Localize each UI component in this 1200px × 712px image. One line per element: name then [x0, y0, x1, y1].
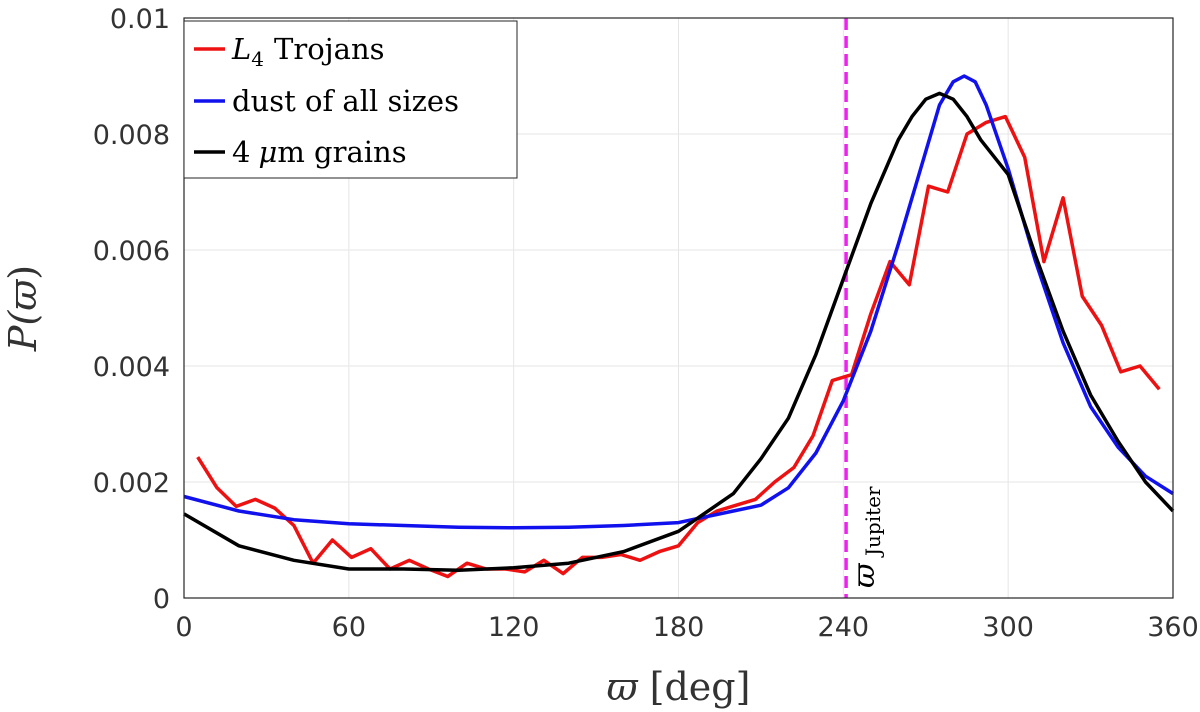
- x-tick-label: 0: [175, 612, 192, 643]
- legend: L4 Trojans dust of all sizes 4 μm grains: [183, 20, 518, 179]
- y-tick-label: 0.004: [93, 352, 170, 383]
- x-tick-label: 60: [332, 612, 366, 643]
- x-axis-label: ϖ [deg]: [607, 665, 751, 709]
- y-tick-label: 0: [153, 584, 170, 615]
- reference-line-label: ϖ Jupiter: [847, 486, 885, 588]
- x-tick-label: 360: [1147, 612, 1199, 643]
- legend-label-grains: 4 μm grains: [232, 135, 407, 169]
- series-line-0: [196, 114, 1161, 579]
- legend-label-dust: dust of all sizes: [232, 84, 459, 118]
- series-line-2: [183, 91, 1175, 572]
- reference-line-subscript: Jupiter: [861, 486, 885, 558]
- reference-line-symbol: ϖ: [847, 562, 882, 588]
- y-tick-label: 0.01: [110, 4, 170, 35]
- y-axis-label: P(ϖ): [1, 265, 45, 352]
- x-tick-label: 300: [982, 612, 1034, 643]
- x-tick-label: 120: [488, 612, 540, 643]
- legend-box: [183, 20, 518, 179]
- x-tick-label: 180: [653, 612, 705, 643]
- y-tick-label: 0.002: [93, 468, 170, 499]
- plot-frame: [183, 17, 1174, 599]
- series-line-1: [183, 74, 1174, 530]
- x-tick-label: 240: [818, 612, 870, 643]
- y-tick-label: 0.008: [93, 120, 170, 151]
- legend-label-trojans: L4 Trojans: [231, 32, 385, 71]
- tick-labels: 0 60 120 180 240 300 360 0 0.002 0.004 0.006 0.008 0…: [93, 4, 1199, 643]
- series-group: [183, 74, 1175, 579]
- y-tick-label: 0.006: [93, 236, 170, 267]
